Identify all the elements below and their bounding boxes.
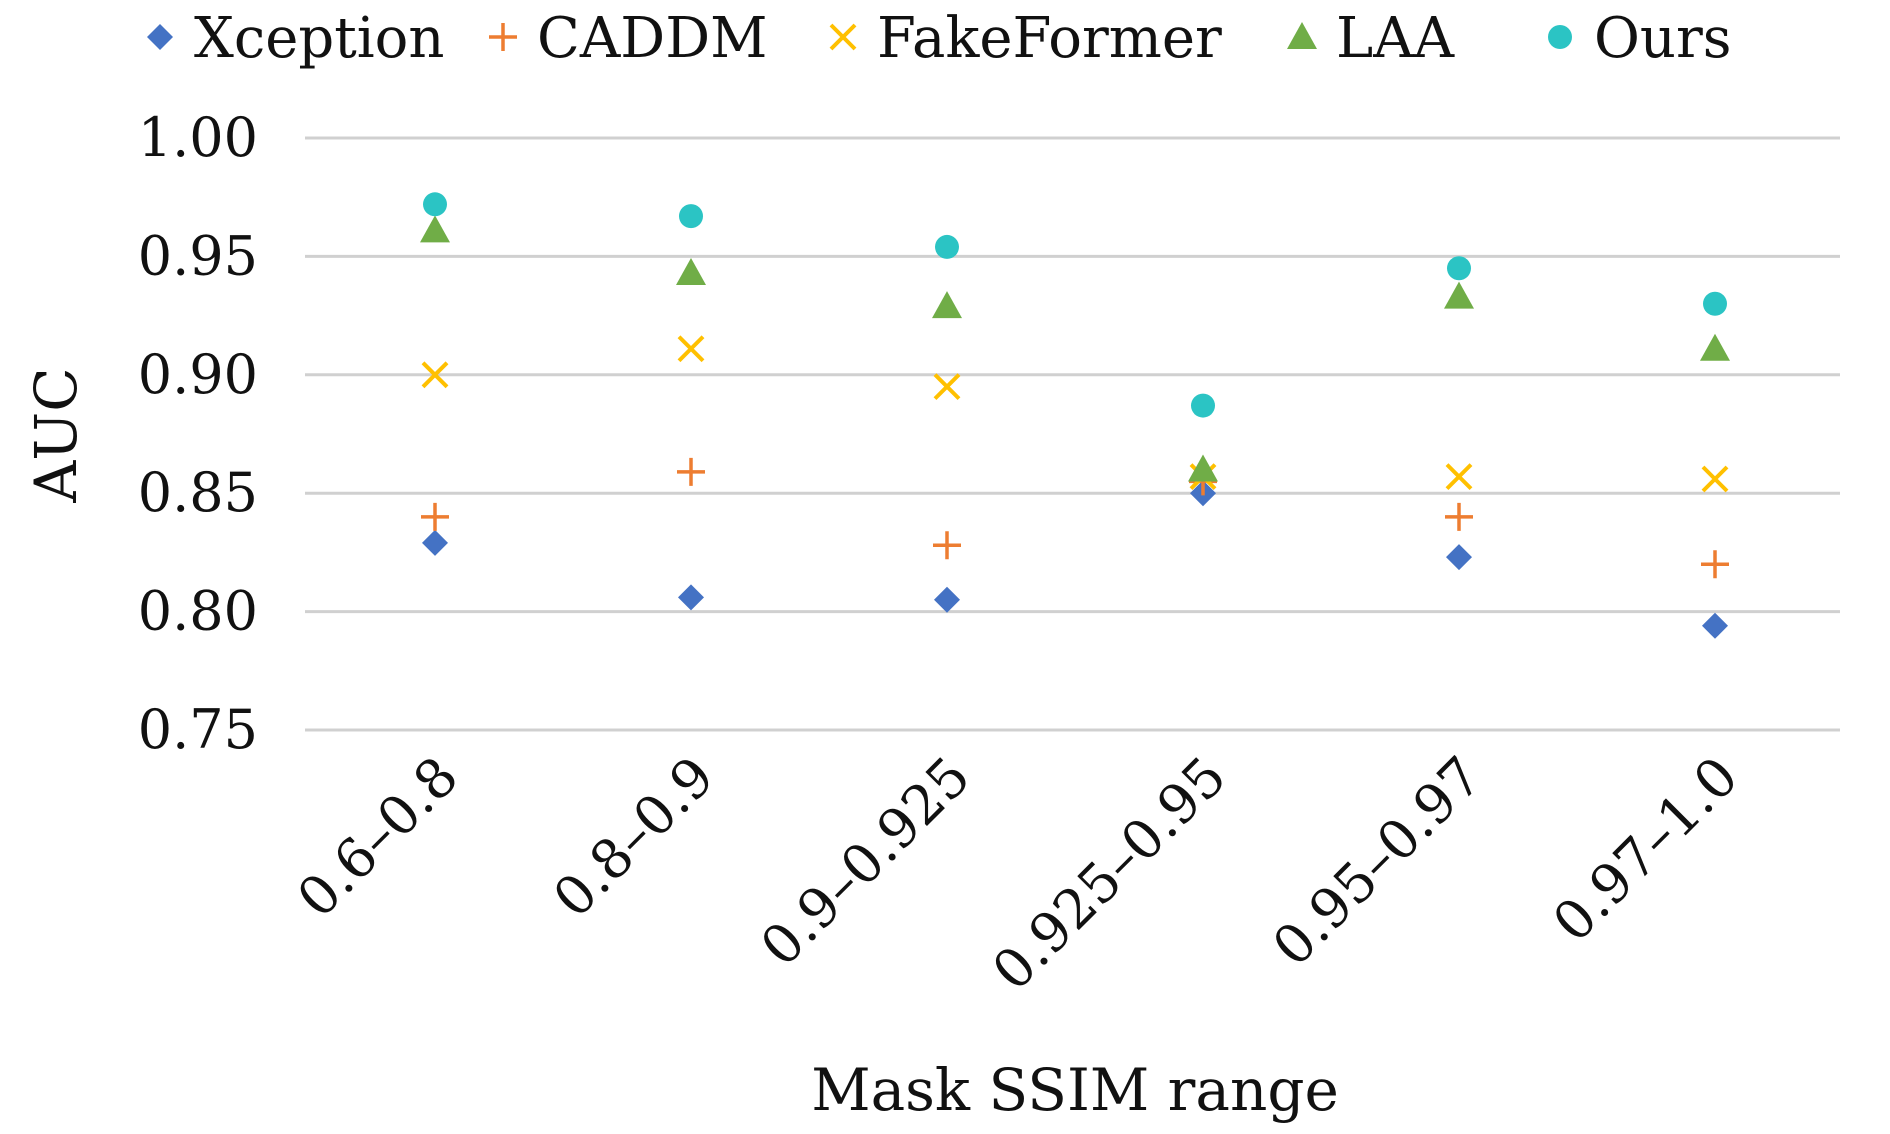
point-laa-0 <box>420 215 450 243</box>
y-tick-label: 0.75 <box>138 698 258 761</box>
x-tick-label: 0.97–1.0 <box>1541 745 1750 954</box>
point-ours-0 <box>423 192 447 217</box>
legend-marker-xception <box>147 24 173 50</box>
point-fakeformer-0 <box>421 361 449 389</box>
y-tick-label: 0.90 <box>138 343 258 406</box>
point-caddm-5 <box>1701 550 1729 579</box>
point-ours-3 <box>1191 393 1215 418</box>
point-fakeformer-4 <box>1445 463 1473 491</box>
x-tick-label: 0.6–0.8 <box>285 745 470 930</box>
gridlines <box>305 136 1840 732</box>
y-tick-label: 0.80 <box>138 580 258 643</box>
legend-label-xception: Xception <box>194 6 444 71</box>
legend-label-laa: LAA <box>1336 6 1455 71</box>
point-xception-4 <box>1446 544 1472 571</box>
point-ours-1 <box>679 204 703 229</box>
point-fakeformer-5 <box>1701 465 1729 493</box>
point-xception-0 <box>422 529 448 556</box>
point-xception-5 <box>1702 612 1728 639</box>
point-laa-3 <box>1188 454 1218 482</box>
data-points <box>420 192 1730 639</box>
point-laa-1 <box>676 257 706 285</box>
point-laa-2 <box>932 291 962 319</box>
point-fakeformer-2 <box>933 373 961 401</box>
y-axis-title: AUC <box>22 367 90 503</box>
y-tick-label: 0.95 <box>138 224 258 287</box>
x-axis-title: Mask SSIM range <box>811 1056 1339 1124</box>
x-tick-label: 0.9–0.925 <box>749 745 983 979</box>
point-laa-4 <box>1444 281 1474 309</box>
point-fakeformer-1 <box>677 335 705 363</box>
point-ours-5 <box>1703 291 1727 316</box>
y-tick-labels: 0.75 0.80 0.85 0.90 0.95 1.00 <box>138 106 258 761</box>
legend-label-fakeformer: FakeFormer <box>877 6 1222 71</box>
legend-marker-ours <box>1548 25 1572 49</box>
legend-marker-fakeformer <box>829 23 857 51</box>
point-ours-4 <box>1447 256 1471 281</box>
point-ours-2 <box>935 234 959 259</box>
legend-marker-caddm <box>489 23 517 51</box>
legend-marker-laa <box>1287 22 1317 49</box>
point-laa-5 <box>1700 333 1730 361</box>
point-xception-2 <box>934 586 960 613</box>
point-caddm-0 <box>421 502 449 531</box>
legend-label-ours: Ours <box>1594 6 1731 71</box>
y-tick-label: 0.85 <box>138 461 258 524</box>
x-tick-label: 0.925–0.95 <box>980 745 1238 1003</box>
legend: Xception CADDM FakeFormer LAA Ours <box>147 6 1731 71</box>
x-tick-label: 0.95–0.97 <box>1261 745 1495 979</box>
y-tick-label: 1.00 <box>138 106 258 169</box>
point-xception-1 <box>678 584 704 611</box>
point-caddm-2 <box>933 531 961 560</box>
point-caddm-1 <box>677 457 705 486</box>
point-caddm-4 <box>1445 502 1473 531</box>
x-tick-label: 0.8–0.9 <box>541 745 726 930</box>
legend-label-caddm: CADDM <box>537 6 767 71</box>
